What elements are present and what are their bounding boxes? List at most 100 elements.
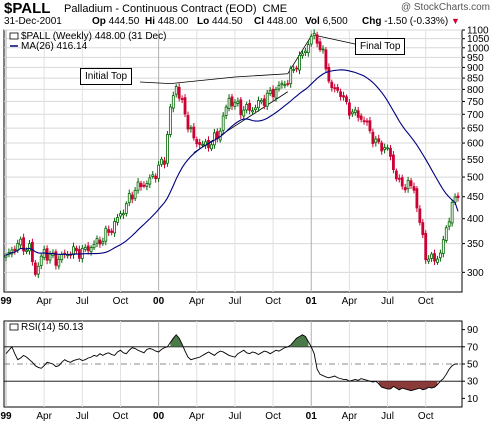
candle-body bbox=[212, 132, 216, 146]
candle-body bbox=[400, 177, 404, 187]
change-value: -1.50 (-0.33%) bbox=[384, 16, 449, 27]
price-x-tick-label: Jul bbox=[76, 296, 89, 307]
candle-body bbox=[151, 174, 155, 177]
candle-body bbox=[28, 243, 31, 252]
rsi-x-tick-label: Jul bbox=[229, 411, 242, 422]
candle-body bbox=[456, 195, 460, 198]
candle-body bbox=[438, 252, 442, 259]
change-down-icon: ▼ bbox=[450, 16, 460, 26]
candle-body bbox=[148, 177, 152, 185]
candle-body bbox=[265, 92, 269, 107]
copyright-text: @ StockCharts.com bbox=[400, 2, 490, 13]
candle-body bbox=[16, 243, 20, 251]
candle-body bbox=[192, 126, 196, 139]
candle-body bbox=[333, 87, 337, 90]
rsi-y-tick-label: 90 bbox=[467, 325, 479, 336]
price-y-tick-label: 850 bbox=[467, 74, 484, 85]
candle-body bbox=[374, 138, 378, 144]
price-y-tick-label: 450 bbox=[467, 192, 484, 203]
exchange-label: CME bbox=[262, 3, 288, 15]
candle-body bbox=[309, 35, 313, 45]
ma-line bbox=[5, 69, 459, 256]
price-y-tick-label: 400 bbox=[467, 214, 484, 225]
candle-body bbox=[122, 213, 125, 216]
candle-body bbox=[180, 98, 184, 100]
candle-body bbox=[303, 50, 307, 54]
price-x-tick-label: 00 bbox=[153, 296, 165, 307]
candle-body bbox=[13, 248, 17, 251]
candle-body bbox=[348, 102, 351, 116]
candle-body bbox=[4, 254, 8, 258]
candle-body bbox=[236, 100, 240, 104]
candle-body bbox=[283, 84, 287, 87]
candle-body bbox=[113, 221, 116, 234]
candle-body bbox=[42, 249, 46, 259]
candle-body bbox=[174, 86, 178, 95]
price-y-tick-label: 600 bbox=[467, 139, 484, 150]
candle-body bbox=[418, 208, 422, 223]
candle-body bbox=[31, 241, 34, 263]
rsi-x-tick-label: 00 bbox=[153, 411, 165, 422]
candle-body bbox=[83, 247, 87, 250]
candle-body bbox=[98, 239, 102, 245]
candle-body bbox=[224, 106, 228, 116]
rsi-x-tick-label: Apr bbox=[36, 411, 52, 422]
candle-body bbox=[262, 98, 266, 106]
rsi-x-tick-label: 01 bbox=[306, 411, 318, 422]
candle-body bbox=[403, 187, 407, 191]
price-x-tick-label: Oct bbox=[265, 296, 281, 307]
candle-body bbox=[330, 81, 334, 89]
price-x-tick-label: Jul bbox=[229, 296, 242, 307]
candle-body bbox=[298, 54, 301, 71]
price-x-tick-label: Oct bbox=[418, 296, 434, 307]
candle-body bbox=[171, 95, 175, 109]
candle-body bbox=[318, 41, 322, 50]
instrument-description: Palladium - Continuous Contract (EOD) bbox=[64, 3, 257, 15]
candle-body bbox=[160, 158, 163, 165]
candle-body bbox=[277, 84, 281, 90]
candle-body bbox=[342, 95, 345, 98]
candle-body bbox=[119, 213, 122, 217]
price-x-tick-label: Apr bbox=[189, 296, 205, 307]
candle-body bbox=[441, 239, 445, 254]
candle-body bbox=[210, 144, 213, 150]
candle-body bbox=[421, 222, 425, 235]
price-y-tick-label: 800 bbox=[467, 85, 484, 96]
candle-body bbox=[415, 188, 419, 209]
rsi-x-tick-label: Jul bbox=[76, 411, 89, 422]
candle-body bbox=[353, 109, 357, 113]
candle-body bbox=[394, 170, 398, 180]
candle-body bbox=[186, 115, 190, 130]
candle-body bbox=[359, 115, 363, 120]
candle-body bbox=[436, 258, 439, 263]
rsi-x-tick-label: Oct bbox=[113, 411, 129, 422]
candle-body bbox=[397, 177, 401, 180]
candle-body bbox=[33, 262, 37, 275]
rsi-y-tick-label: 70 bbox=[467, 342, 479, 353]
candle-body bbox=[221, 115, 225, 131]
quote-open: Op 444.50 bbox=[92, 16, 139, 27]
quote-close: Cl 448.00 bbox=[254, 16, 297, 27]
candle-body bbox=[48, 253, 52, 261]
chart-subtitle: Palladium - Continuous Contract (EOD) CM… bbox=[64, 3, 287, 15]
candle-body bbox=[230, 96, 234, 107]
price-y-tick-label: 1000 bbox=[467, 43, 490, 54]
price-x-tick-label: Jul bbox=[381, 296, 394, 307]
candle-body bbox=[412, 186, 416, 191]
candle-body bbox=[392, 154, 395, 171]
candle-body bbox=[145, 183, 149, 187]
price-x-tick-label: 01 bbox=[306, 296, 318, 307]
candle-body bbox=[356, 110, 360, 118]
candle-body bbox=[136, 181, 140, 191]
candle-body bbox=[242, 109, 246, 117]
candle-body bbox=[368, 120, 372, 132]
quote-volume: Vol 6,500 bbox=[305, 16, 348, 27]
price-legend-swatch bbox=[9, 32, 19, 40]
candle-body bbox=[271, 88, 275, 98]
rsi-x-tick-label: Apr bbox=[189, 411, 205, 422]
quote-date: 31-Dec-2001 bbox=[4, 16, 62, 27]
candle-body bbox=[198, 142, 202, 145]
price-x-tick-label: Oct bbox=[113, 296, 129, 307]
price-y-tick-label: 950 bbox=[467, 53, 484, 64]
